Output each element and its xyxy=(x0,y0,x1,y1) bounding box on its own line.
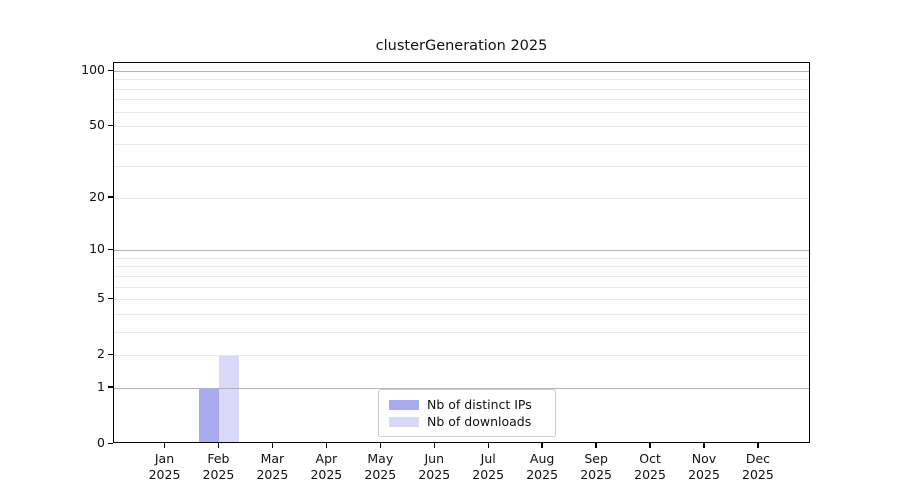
x-tick-nov xyxy=(703,443,705,448)
plot-area xyxy=(113,62,810,443)
x-tick-label-jul: Jul 2025 xyxy=(472,451,505,482)
x-tick-jul xyxy=(487,443,489,448)
y-tick-label-1: 1 xyxy=(97,378,105,394)
y-tick-20 xyxy=(108,196,113,198)
minor-gridline-30 xyxy=(114,166,809,168)
legend: Nb of distinct IPs Nb of downloads xyxy=(378,389,556,437)
y-tick-1 xyxy=(108,386,113,388)
x-tick-label-sep: Sep 2025 xyxy=(580,451,612,482)
y-tick-5 xyxy=(108,297,113,300)
minor-gridline-7 xyxy=(114,275,809,277)
minor-gridline-70 xyxy=(114,99,809,101)
y-tick-label-100: 100 xyxy=(81,62,105,77)
x-tick-jan xyxy=(163,443,166,448)
legend-item-distinct-ips: Nb of distinct IPs xyxy=(389,396,545,413)
y-tick-label-2: 2 xyxy=(97,346,105,362)
minor-gridline-9 xyxy=(114,257,809,259)
minor-gridline-90 xyxy=(114,79,809,81)
minor-gridline-60 xyxy=(114,111,809,113)
major-gridline-100 xyxy=(114,71,809,72)
gridline-50 xyxy=(114,126,809,128)
y-tick-label-5: 5 xyxy=(97,290,105,306)
gridline-20 xyxy=(114,197,809,199)
legend-label-downloads: Nb of downloads xyxy=(427,414,532,429)
x-tick-mar xyxy=(271,443,274,448)
bar-downloads-feb xyxy=(219,355,240,442)
legend-label-distinct-ips: Nb of distinct IPs xyxy=(427,397,532,412)
minor-gridline-6 xyxy=(114,286,809,288)
x-tick-label-jun: Jun 2025 xyxy=(418,451,451,482)
y-tick-50 xyxy=(108,124,113,127)
minor-gridline-8 xyxy=(114,266,809,268)
x-tick-label-dec: Dec 2025 xyxy=(742,451,774,482)
major-gridline-10 xyxy=(114,250,809,252)
minor-gridline-80 xyxy=(114,88,809,90)
y-tick-label-10: 10 xyxy=(89,241,105,257)
x-tick-label-mar: Mar 2025 xyxy=(256,451,289,482)
x-tick-label-jan: Jan 2025 xyxy=(148,451,181,482)
y-tick-label-50: 50 xyxy=(89,117,105,133)
minor-gridline-40 xyxy=(114,143,809,145)
y-tick-label-0: 0 xyxy=(97,435,105,450)
x-tick-jun xyxy=(433,443,435,448)
gridline-2 xyxy=(114,355,809,357)
x-tick-oct xyxy=(649,443,651,448)
x-tick-label-oct: Oct 2025 xyxy=(634,451,666,482)
x-tick-label-nov: Nov 2025 xyxy=(688,451,720,482)
bar-distinct-ips-feb xyxy=(199,387,220,442)
x-tick-apr xyxy=(325,443,328,448)
x-tick-sep xyxy=(595,443,597,448)
x-tick-feb xyxy=(217,443,220,448)
y-tick-2 xyxy=(108,353,113,356)
major-gridline-1 xyxy=(114,387,809,389)
legend-swatch-distinct-ips xyxy=(389,399,419,410)
x-tick-may xyxy=(379,443,381,448)
x-tick-label-aug: Aug 2025 xyxy=(526,451,559,482)
minor-gridline-3 xyxy=(114,331,809,333)
legend-item-downloads: Nb of downloads xyxy=(389,413,545,430)
x-tick-label-feb: Feb 2025 xyxy=(202,451,235,482)
x-tick-label-apr: Apr 2025 xyxy=(310,451,343,482)
x-tick-dec xyxy=(757,443,759,448)
y-tick-label-20: 20 xyxy=(89,188,105,204)
y-tick-10 xyxy=(108,248,113,251)
y-tick-0 xyxy=(108,442,113,444)
chart-title: clusterGeneration 2025 xyxy=(375,38,548,54)
minor-gridline-4 xyxy=(114,313,809,315)
y-tick-100 xyxy=(108,69,113,71)
x-tick-label-may: May 2025 xyxy=(364,451,397,482)
x-tick-aug xyxy=(541,443,543,448)
gridline-5 xyxy=(114,299,809,301)
legend-swatch-downloads xyxy=(389,416,419,427)
